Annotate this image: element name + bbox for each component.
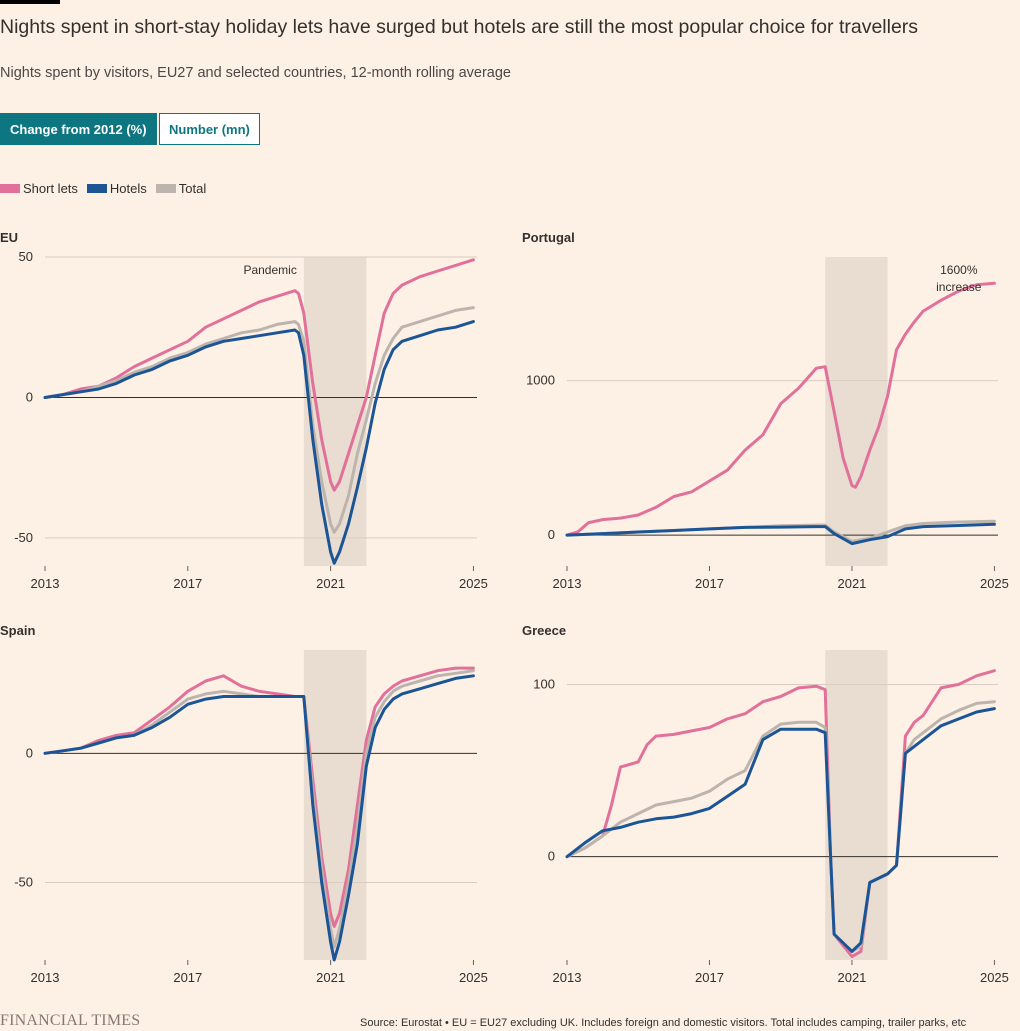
greece-series-line-total	[565, 700, 996, 953]
eu-pandemic-band	[303, 257, 367, 566]
eu-xtick-label-2017: 2017	[173, 576, 202, 591]
spain-xtick-label-2025: 2025	[459, 970, 488, 985]
portugal-xtick-label-2025: 2025	[980, 576, 1009, 591]
portugal-xtick-label-2021: 2021	[837, 576, 866, 591]
greece-xtick-label-2013: 2013	[553, 970, 582, 985]
portugal-annotation-line-1: increase	[936, 280, 982, 294]
legend-item-short-lets: Short lets	[0, 181, 78, 196]
eu-series-line-hotels	[43, 320, 475, 565]
chart-subtitle: Nights spent by visitors, EU27 and selec…	[0, 65, 511, 81]
portugal-ytick-label-0: 0	[548, 527, 555, 542]
legend-swatch-short-lets	[0, 184, 20, 193]
legend-item-hotels: Hotels	[86, 181, 147, 196]
greece-ytick-label-100: 100	[533, 676, 555, 691]
eu-series-line-total	[43, 306, 475, 534]
legend-swatch-hotels	[86, 184, 107, 193]
spain-xtick-label-2021: 2021	[316, 970, 345, 985]
ft-logo: FINANCIAL TIMES	[0, 1012, 141, 1029]
spain-series-line-hotels	[43, 674, 475, 962]
legend-label-hotels: Hotels	[109, 181, 147, 196]
spain-series-line-total	[43, 669, 475, 949]
spain-series-line-short-lets	[43, 666, 475, 928]
greece-xtick-label-2025: 2025	[980, 970, 1009, 985]
greece-xtick-label-2021: 2021	[837, 970, 866, 985]
chart-title: Nights spent in short-stay holiday lets …	[0, 16, 919, 38]
portugal-ytick-label-1000: 1000	[526, 373, 555, 388]
greece-series-line-short-lets	[565, 669, 996, 959]
legend-item-total: Total	[155, 181, 207, 196]
toggle-change-from-2012-button[interactable]: Change from 2012 (%)	[0, 113, 157, 145]
spain-panel-title: Spain	[0, 623, 35, 638]
greece-series-line-hotels	[565, 707, 996, 953]
legend-swatch-total	[155, 184, 176, 193]
eu-series-line-short-lets	[43, 258, 475, 492]
ft-top-rule	[0, 0, 60, 4]
greece-xtick-label-2017: 2017	[695, 970, 724, 985]
legend-label-short-lets: Short lets	[23, 181, 78, 196]
portugal-series-line-hotels	[565, 522, 996, 546]
eu-ytick-label-50: 50	[19, 249, 33, 264]
eu-xtick-label-2021: 2021	[316, 576, 345, 591]
eu-pandemic-label: Pandemic	[243, 263, 296, 277]
portugal-series-line-short-lets	[565, 281, 996, 537]
legend-label-total: Total	[178, 181, 207, 196]
portugal-xtick-label-2017: 2017	[695, 576, 724, 591]
greece-pandemic-band	[825, 650, 888, 960]
eu-xtick-label-2013: 2013	[31, 576, 60, 591]
spain-ytick-label-0: 0	[26, 745, 33, 760]
eu-xtick-label-2025: 2025	[459, 576, 488, 591]
eu-ytick-label-0: 0	[26, 389, 33, 404]
spain-xtick-label-2013: 2013	[31, 970, 60, 985]
toggle-number-mn-button[interactable]: Number (mn)	[159, 113, 260, 145]
portugal-pandemic-band	[825, 257, 888, 566]
greece-panel-title: Greece	[522, 623, 566, 638]
portugal-annotation-line-0: 1600%	[940, 263, 978, 277]
greece-ytick-label-0: 0	[548, 849, 555, 864]
eu-panel-title: EU	[0, 230, 18, 245]
portugal-annotation: 1600% increase	[936, 263, 982, 294]
spain-ytick-label-50: -50	[14, 875, 33, 890]
eu-ytick-label-50: -50	[14, 530, 33, 545]
legend: Short lets Hotels Total	[0, 181, 215, 196]
portugal-panel-title: Portugal	[522, 230, 575, 245]
portugal-xtick-label-2013: 2013	[553, 576, 582, 591]
spain-xtick-label-2017: 2017	[173, 970, 202, 985]
source-note: Source: Eurostat • EU = EU27 excluding U…	[360, 1017, 967, 1029]
